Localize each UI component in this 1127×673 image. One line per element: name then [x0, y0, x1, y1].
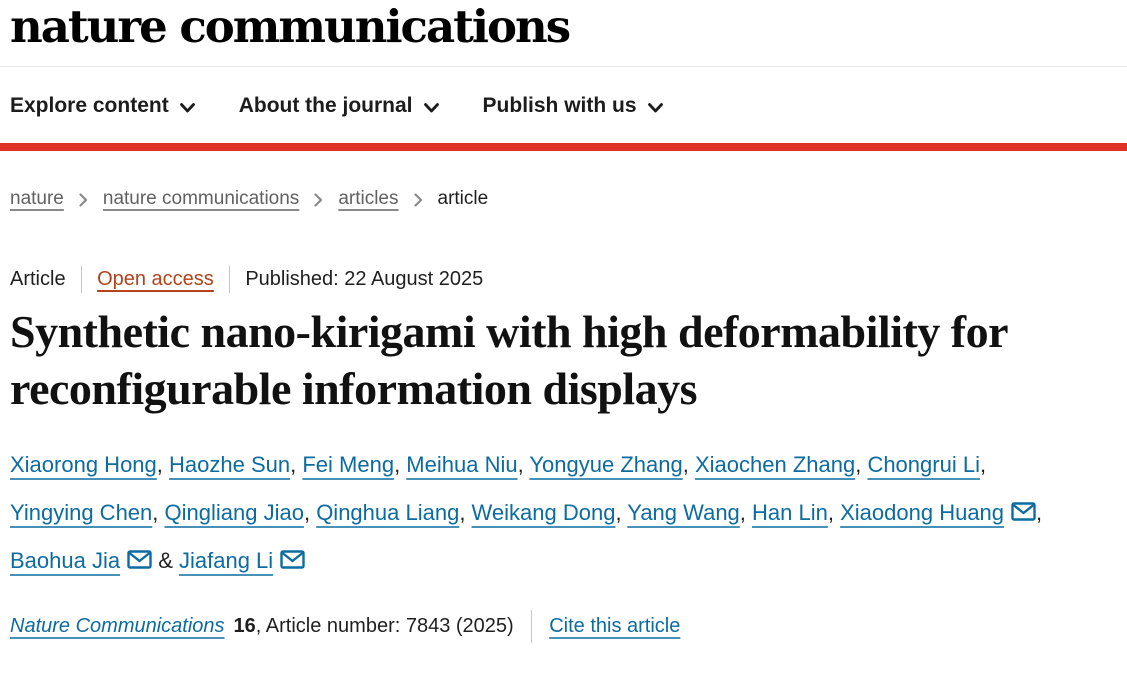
nav-item-label: About the journal	[238, 94, 413, 118]
author-separator: ,	[682, 452, 695, 478]
meta-divider	[228, 266, 231, 294]
chevron-down-icon	[423, 102, 439, 113]
author-link[interactable]: Fei Meng	[302, 452, 395, 478]
author-item: Yang Wang,	[627, 500, 752, 525]
author-link[interactable]: Jiafang Li	[179, 548, 274, 574]
author-item: Xiaodong Huang,	[840, 500, 1042, 525]
author-item: Qingliang Jiao,	[165, 500, 317, 525]
article-meta: Article Open access Published: 22 August…	[10, 266, 1117, 294]
author-link[interactable]: Qingliang Jiao	[164, 500, 304, 526]
open-access-link[interactable]: Open access	[97, 268, 214, 291]
author-item: Chongrui Li,	[867, 452, 986, 477]
cite-this-article-link[interactable]: Cite this article	[549, 615, 681, 638]
author-separator: ,	[979, 452, 987, 478]
author-item: Yingying Chen,	[10, 500, 165, 525]
article-title-line: Synthetic nano-kirigami with high deform…	[10, 306, 1009, 358]
author-link[interactable]: Baohua Jia	[10, 548, 121, 574]
citation-line: Nature Communications 16 , Article numbe…	[10, 610, 1117, 644]
chevron-right-icon	[79, 193, 87, 207]
masthead: nature communications	[0, 0, 1127, 68]
author-separator: ,	[156, 452, 170, 478]
accent-bar	[0, 143, 1127, 152]
meta-divider	[80, 266, 83, 294]
breadcrumb-current-article: article	[437, 188, 489, 210]
author-item: Jiafang Li	[179, 548, 305, 573]
published-date: Published: 22 August 2025	[245, 268, 484, 291]
breadcrumb-link-nature-communications[interactable]: nature communications	[102, 188, 300, 210]
article-title: Synthetic nano-kirigami with high deform…	[10, 303, 1117, 417]
email-icon[interactable]	[280, 550, 305, 570]
author-item: Yongyue Zhang,	[529, 452, 695, 477]
author-separator: ,	[827, 500, 841, 526]
author-item: Meihua Niu,	[406, 452, 529, 477]
author-link[interactable]: Meihua Niu	[406, 452, 518, 478]
author-link[interactable]: Han Lin	[752, 500, 828, 526]
author-link[interactable]: Xiaodong Huang	[840, 500, 1005, 526]
author-link[interactable]: Chongrui Li	[867, 452, 980, 478]
author-link[interactable]: Haozhe Sun	[169, 452, 291, 478]
email-icon[interactable]	[127, 550, 152, 570]
author-item: Xiaochen Zhang,	[695, 452, 867, 477]
author-separator: ,	[290, 452, 303, 478]
breadcrumb-link-articles[interactable]: articles	[338, 188, 399, 210]
breadcrumb: nature nature communications articles ar…	[0, 151, 1127, 210]
author-separator: ,	[1036, 500, 1043, 526]
main-nav: Explore content About the journal Publis…	[0, 67, 1127, 143]
nav-explore-content[interactable]: Explore content	[10, 94, 195, 118]
author-separator: ,	[517, 452, 530, 478]
author-separator: ,	[303, 500, 317, 526]
chevron-down-icon	[179, 102, 195, 113]
author-link[interactable]: Xiaochen Zhang	[694, 452, 856, 478]
author-separator: ,	[855, 452, 868, 478]
citation-divider	[530, 610, 533, 644]
author-separator: &	[152, 548, 179, 574]
author-separator: ,	[615, 500, 628, 526]
author-item: Xiaorong Hong,	[10, 452, 169, 477]
chevron-down-icon	[647, 102, 663, 113]
author-item: Haozhe Sun,	[169, 452, 302, 477]
author-item: Fei Meng,	[302, 452, 406, 477]
author-separator: ,	[739, 500, 753, 526]
chevron-right-icon	[314, 193, 323, 207]
author-list: Xiaorong Hong, Haozhe Sun, Fei Meng, Mei…	[10, 441, 1060, 585]
volume-number: 16	[233, 615, 256, 638]
nav-about-journal[interactable]: About the journal	[239, 94, 439, 118]
author-separator: ,	[459, 500, 472, 526]
breadcrumb-link-nature[interactable]: nature	[10, 188, 64, 210]
nav-item-label: Publish with us	[482, 94, 637, 118]
author-link[interactable]: Yingying Chen	[10, 500, 153, 526]
author-separator: ,	[152, 500, 165, 526]
email-icon[interactable]	[1011, 502, 1036, 522]
author-link[interactable]: Yongyue Zhang	[529, 452, 683, 478]
author-item: Weikang Dong,	[472, 500, 628, 525]
article-type-label: Article	[10, 268, 66, 291]
author-item: Han Lin,	[752, 500, 840, 525]
nav-item-label: Explore content	[10, 94, 169, 118]
author-link[interactable]: Xiaorong Hong	[10, 452, 157, 478]
author-item: Baohua Jia &	[10, 548, 179, 573]
nav-publish-with-us[interactable]: Publish with us	[483, 94, 663, 118]
chevron-right-icon	[413, 193, 422, 207]
journal-link[interactable]: Nature Communications	[10, 615, 225, 638]
article-number: , Article number: 7843 (2025)	[255, 615, 514, 638]
author-separator: ,	[394, 452, 407, 478]
article-title-line: reconfigurable information displays	[10, 363, 698, 415]
author-link[interactable]: Qinghua Liang	[316, 500, 460, 526]
journal-logo[interactable]: nature communications	[10, 0, 571, 53]
author-link[interactable]: Weikang Dong	[471, 500, 616, 526]
author-link[interactable]: Yang Wang	[627, 500, 740, 526]
author-item: Qinghua Liang,	[316, 500, 471, 525]
